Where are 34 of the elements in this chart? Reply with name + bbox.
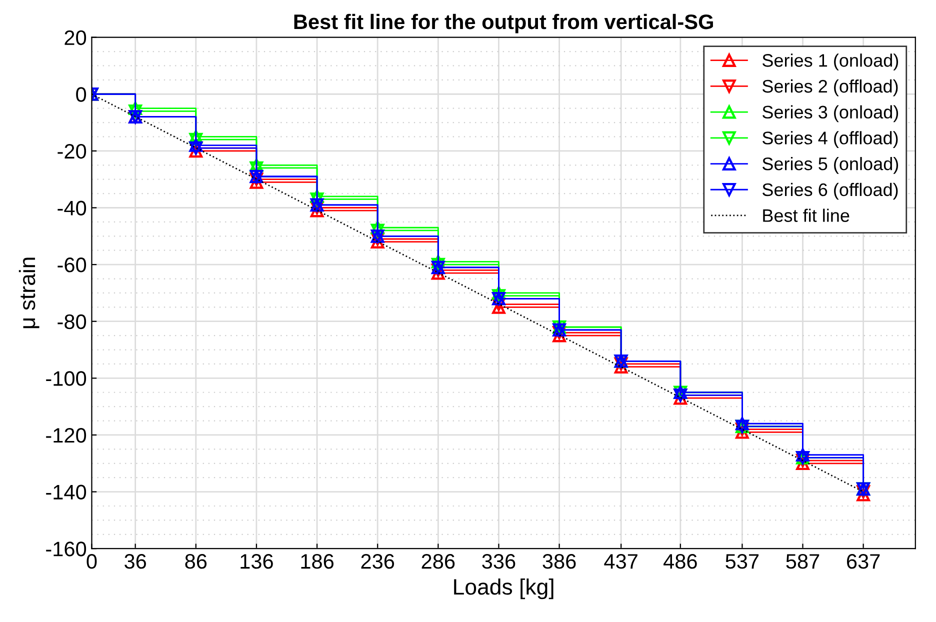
x-tick-label: 36 bbox=[124, 554, 146, 569]
x-tick-label: 486 bbox=[664, 554, 697, 569]
x-tick-label: 286 bbox=[422, 554, 455, 569]
x-tick-label: 637 bbox=[847, 554, 880, 569]
x-tick-label: 136 bbox=[240, 554, 273, 569]
y-axis-title: μ strain bbox=[18, 258, 40, 328]
x-tick-label: 437 bbox=[604, 554, 638, 569]
y-tick-label: -160 bbox=[46, 542, 86, 556]
y-tick-label: -120 bbox=[46, 428, 86, 443]
y-tick-label: -20 bbox=[58, 144, 86, 159]
legend-label: Series 5 (onload) bbox=[762, 157, 898, 174]
y-tick-label: -80 bbox=[58, 314, 86, 330]
y-tick-label: 0 bbox=[76, 87, 86, 102]
y-tick-label: -140 bbox=[46, 484, 86, 500]
legend-label: Series 4 (offload) bbox=[762, 131, 898, 148]
y-tick-label: -100 bbox=[46, 371, 86, 386]
legend-label: Series 6 (offload) bbox=[762, 182, 898, 200]
legend-label: Series 3 (onload) bbox=[762, 105, 898, 122]
y-tick-label: 20 bbox=[64, 30, 86, 46]
y-tick-label: -60 bbox=[58, 258, 86, 272]
legend-label: Series 1 (onload) bbox=[762, 54, 898, 70]
x-tick-label: 86 bbox=[185, 554, 207, 569]
x-tick-label: 236 bbox=[361, 554, 394, 569]
x-tick-label: 587 bbox=[786, 554, 820, 569]
x-tick-label: 537 bbox=[726, 554, 759, 569]
x-axis-title: Loads [kg] bbox=[454, 578, 554, 600]
y-tick-label: -40 bbox=[58, 200, 86, 216]
x-tick-label: 186 bbox=[301, 554, 334, 569]
x-tick-label: 336 bbox=[482, 554, 516, 569]
legend-label: Best fit line bbox=[763, 208, 850, 222]
x-tick-label: 386 bbox=[542, 554, 576, 569]
chart-title: Best fit line for the output from vertical-SG bbox=[294, 14, 713, 34]
legend-label: Series 2 (offload) bbox=[762, 79, 898, 96]
x-tick-label: 0 bbox=[86, 554, 97, 569]
